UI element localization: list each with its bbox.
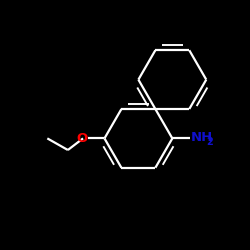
Text: O: O xyxy=(76,132,88,145)
Text: 2: 2 xyxy=(207,136,214,146)
Text: NH: NH xyxy=(191,131,213,144)
